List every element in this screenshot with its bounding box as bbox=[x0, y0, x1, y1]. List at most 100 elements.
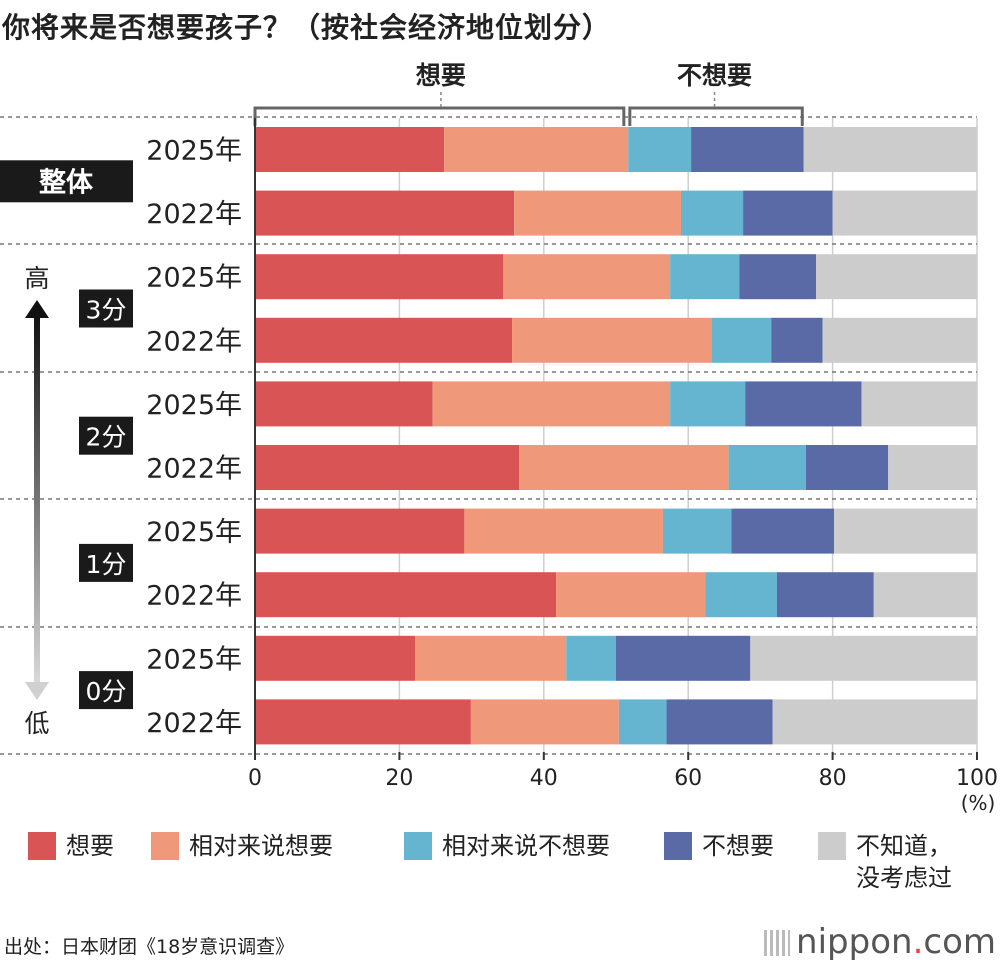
x-tick-label: 20 bbox=[385, 766, 413, 791]
bar-segment-rather_want bbox=[503, 254, 671, 300]
bar-segment-not_want bbox=[691, 127, 804, 172]
bar-segment-not_want bbox=[771, 317, 823, 363]
bar-segment-rather_not_want bbox=[711, 317, 772, 363]
group-label-box bbox=[79, 416, 133, 455]
bar-segment-unknown bbox=[834, 508, 977, 554]
group-label: 3分 bbox=[86, 296, 127, 325]
legend: 想要 相对来说想要 相对来说不想要 不想要 不知道， 没考虑过 bbox=[28, 830, 988, 900]
bar-segment-not_want bbox=[805, 445, 889, 490]
legend-label: 不知道， 没考虑过 bbox=[856, 832, 952, 892]
legend-item-not_want: 不想要 bbox=[664, 830, 774, 862]
bracket-not-want-label: 不想要 bbox=[677, 61, 752, 90]
bar-segment-want bbox=[255, 572, 557, 618]
group-label: 0分 bbox=[86, 677, 127, 706]
bar-segment-rather_want bbox=[512, 317, 712, 363]
bar-segment-unknown bbox=[873, 572, 977, 618]
bar-segment-rather_want bbox=[470, 699, 619, 745]
bar-segment-want bbox=[255, 317, 513, 363]
group-label: 整体 bbox=[39, 167, 94, 198]
legend-label: 想要 bbox=[66, 832, 114, 860]
legend-swatch bbox=[664, 832, 692, 860]
bar-segment-rather_not_want bbox=[705, 572, 778, 618]
row-year-label: 2025年 bbox=[146, 644, 242, 675]
chart-title: 你将来是否想要孩子？（按社会经济地位划分） bbox=[2, 11, 612, 44]
row-year-label: 2025年 bbox=[146, 136, 242, 167]
group-label: 1分 bbox=[86, 550, 127, 579]
logo-suffix: com bbox=[923, 922, 996, 962]
bar-segment-not_want bbox=[777, 572, 874, 618]
bar-segment-rather_want bbox=[464, 508, 663, 554]
group-label: 2分 bbox=[86, 423, 127, 452]
bar-segment-rather_not_want bbox=[728, 445, 806, 490]
group-label-box bbox=[79, 543, 133, 582]
arrow-shaft bbox=[34, 316, 40, 684]
bar-segment-unknown bbox=[750, 635, 977, 681]
bar-segment-rather_not_want bbox=[670, 254, 740, 300]
bracket-not-want bbox=[628, 106, 804, 126]
row-year-label: 2022年 bbox=[146, 581, 242, 612]
x-tick-label: 0 bbox=[248, 766, 262, 791]
bar-segment-unknown bbox=[815, 254, 977, 300]
legend-label: 不想要 bbox=[702, 832, 774, 860]
bar-segment-rather_want bbox=[444, 127, 629, 172]
legend-item-unknown: 不知道， 没考虑过 bbox=[818, 830, 952, 894]
row-year-label: 2022年 bbox=[146, 199, 242, 230]
bar-segment-rather_want bbox=[514, 190, 681, 236]
legend-item-rather_want: 相对来说想要 bbox=[151, 830, 333, 862]
bracket-want bbox=[253, 106, 626, 126]
bar-segment-rather_not_want bbox=[618, 699, 667, 745]
nippon-logo: nippon.com bbox=[764, 922, 996, 962]
source-note: 出处：日本财团《18岁意识调查》 bbox=[4, 936, 295, 958]
arrow-up-icon bbox=[25, 300, 49, 318]
bar-segment-rather_want bbox=[415, 635, 567, 681]
x-tick-label: 100 bbox=[956, 766, 998, 791]
row-year-label: 2022年 bbox=[146, 454, 242, 485]
bar-segment-unknown bbox=[832, 190, 977, 236]
bar-segment-unknown bbox=[803, 127, 977, 172]
bar-segment-want bbox=[255, 508, 465, 554]
bar-segment-want bbox=[255, 635, 416, 681]
bracket-want-label: 想要 bbox=[416, 61, 466, 90]
row-year-label: 2022年 bbox=[146, 708, 242, 739]
bar-segment-unknown bbox=[822, 317, 977, 363]
bar-segment-want bbox=[255, 381, 433, 427]
legend-label: 相对来说想要 bbox=[189, 832, 333, 860]
bar-segment-rather_not_want bbox=[566, 635, 616, 681]
legend-swatch bbox=[818, 832, 846, 860]
x-unit-label: (%) bbox=[961, 791, 996, 815]
group-label-box bbox=[79, 289, 133, 328]
bar-segment-unknown bbox=[861, 381, 977, 427]
group-label-box bbox=[79, 671, 133, 710]
axis-high-label: 高 bbox=[24, 264, 49, 293]
arrow-down-icon bbox=[25, 682, 49, 700]
bar-segment-want bbox=[255, 445, 520, 490]
bar-segment-rather_not_want bbox=[680, 190, 744, 236]
bar-segment-want bbox=[255, 190, 515, 236]
bar-segment-want bbox=[255, 699, 471, 745]
x-tick-label: 40 bbox=[530, 766, 558, 791]
logo-stripes-icon bbox=[764, 930, 791, 956]
bar-segment-not_want bbox=[666, 699, 773, 745]
bar-segment-not_want bbox=[731, 508, 835, 554]
legend-swatch bbox=[28, 832, 56, 860]
bar-segment-not_want bbox=[739, 254, 816, 300]
legend-swatch bbox=[151, 832, 179, 860]
bar-segment-unknown bbox=[888, 445, 977, 490]
row-year-label: 2025年 bbox=[146, 517, 242, 548]
bar-segment-not_want bbox=[743, 190, 833, 236]
stacked-bar-chart: 2025年 2022年 2025年 2022年 2025年 2022年 2025年 2022年… bbox=[0, 61, 998, 815]
bar-segment-rather_want bbox=[519, 445, 729, 490]
bar-segment-rather_not_want bbox=[662, 508, 732, 554]
x-tick-label: 80 bbox=[819, 766, 847, 791]
bar-segment-not_want bbox=[616, 635, 751, 681]
bar-segment-want bbox=[255, 127, 445, 172]
legend-label: 相对来说不想要 bbox=[442, 832, 610, 860]
row-year-label: 2025年 bbox=[146, 263, 242, 294]
bar-segment-rather_not_want bbox=[628, 127, 692, 172]
legend-item-want: 想要 bbox=[28, 830, 114, 862]
logo-dot: . bbox=[912, 922, 924, 962]
row-year-label: 2025年 bbox=[146, 390, 242, 421]
axis-low-label: 低 bbox=[24, 709, 49, 738]
group-label-box bbox=[0, 160, 133, 203]
bar-segment-want bbox=[255, 254, 504, 300]
